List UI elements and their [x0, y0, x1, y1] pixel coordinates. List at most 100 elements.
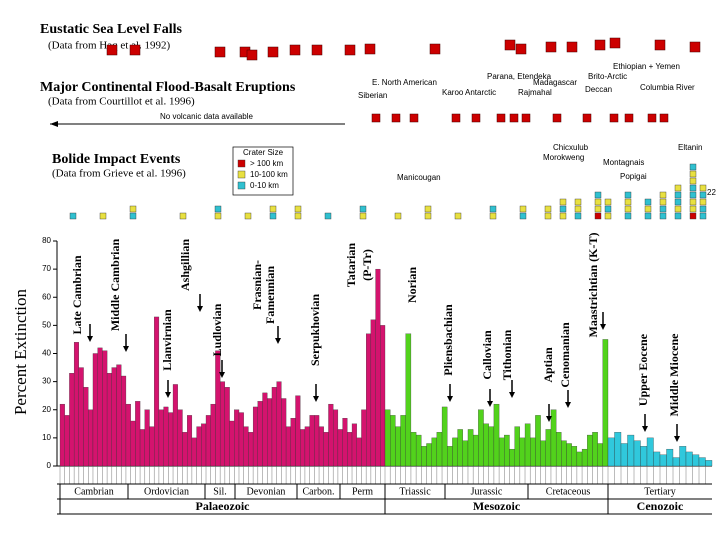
bar: [380, 325, 386, 467]
eruption-mark: [659, 113, 669, 123]
bar: [421, 446, 427, 467]
bar: [116, 364, 122, 467]
bar: [478, 409, 484, 467]
sea-level-fall: [106, 44, 118, 56]
period-label: Jurassic: [471, 486, 503, 497]
eruption-mark: [624, 113, 634, 123]
bar: [581, 448, 588, 467]
impact-mark: [644, 205, 652, 213]
impact-mark: [674, 205, 682, 213]
arrow-head: [565, 402, 571, 408]
impact-mark: [644, 198, 652, 206]
impact-mark: [424, 212, 432, 220]
bar: [473, 434, 479, 467]
impact-mark: [574, 212, 582, 220]
legend-swatch: [237, 170, 246, 179]
eruption-mark: [552, 113, 562, 123]
bar: [333, 409, 339, 467]
bar: [375, 268, 381, 467]
bar: [488, 426, 495, 467]
impact-mark: [699, 198, 707, 206]
bar: [587, 434, 593, 467]
sea-level-fall: [609, 37, 621, 49]
eruption-mark: [451, 113, 461, 123]
eruption-label: Columbia River: [640, 83, 695, 92]
impact-mark: [214, 212, 222, 220]
impact-mark: [689, 212, 697, 220]
bar: [262, 392, 268, 467]
eruption-label: Ethiopian + Yemen: [613, 62, 680, 71]
bar: [196, 426, 202, 467]
era-label: Palaeozoic: [196, 499, 251, 513]
impact-mark: [544, 212, 552, 220]
sea-level-fall: [364, 43, 376, 55]
bar: [88, 409, 94, 467]
bar: [545, 429, 552, 467]
bar: [318, 426, 324, 467]
bar: [524, 423, 531, 467]
impact-mark: [69, 212, 77, 220]
impact-mark: [659, 191, 667, 199]
stage-annotation: Famennian: [263, 266, 277, 324]
bar: [285, 426, 291, 467]
impact-mark: [624, 205, 632, 213]
eruption-mark: [582, 113, 592, 123]
section-title: Eustatic Sea Level Falls: [40, 22, 182, 37]
bar: [640, 446, 648, 467]
impact-mark: [674, 191, 682, 199]
bar: [168, 412, 174, 467]
bar: [238, 412, 244, 467]
bar: [102, 350, 108, 467]
bar: [602, 339, 609, 467]
eruption-mark: [647, 113, 657, 123]
eruption-mark: [391, 113, 401, 123]
bar: [646, 437, 654, 467]
sea-level-fall: [689, 41, 701, 53]
bar: [83, 387, 89, 467]
eruption-label: E. North American: [372, 78, 437, 87]
bar: [498, 437, 505, 467]
impact-mark: [179, 212, 187, 220]
impact-mark: [214, 205, 222, 213]
legend-label: > 100 km: [250, 159, 283, 168]
bar: [257, 401, 263, 467]
eruption-label: Madagascar: [533, 78, 577, 87]
bar: [384, 409, 391, 467]
legend-label: 0-10 km: [250, 181, 279, 190]
impact-mark: [674, 212, 682, 220]
bar: [229, 420, 235, 467]
impact-mark: [624, 198, 632, 206]
y-tick-label: 10: [42, 433, 51, 442]
impact-mark: [594, 191, 602, 199]
stage-annotation: Middle Miocene: [667, 333, 681, 417]
impact-mark: [244, 212, 252, 220]
section-source: (Data from Grieve et al. 1996): [52, 168, 186, 180]
section-source: (Data from Courtillot et al. 1996): [48, 96, 195, 108]
bar: [370, 319, 376, 467]
arrow-head: [50, 121, 58, 127]
eruption-mark: [509, 113, 519, 123]
bar: [576, 451, 583, 467]
y-tick-label: 60: [42, 292, 51, 301]
bar: [281, 398, 287, 467]
bar: [679, 446, 687, 467]
bar: [182, 432, 188, 467]
y-tick-label: 70: [42, 264, 51, 273]
stage-annotation: Late Cambrian: [70, 255, 84, 334]
impact-mark: [699, 205, 707, 213]
bar: [467, 429, 474, 467]
period-label: Triassic: [399, 486, 431, 497]
arrow-head: [313, 396, 319, 402]
y-tick-label: 0: [47, 461, 52, 470]
arrow-head: [275, 338, 281, 344]
stage-annotation: Frasnian-: [250, 260, 264, 310]
arrow-head: [197, 306, 203, 312]
bar: [234, 409, 240, 467]
bar: [191, 437, 197, 467]
impact-mark: [659, 212, 667, 220]
bar: [121, 375, 127, 467]
bar: [323, 432, 329, 467]
stage-annotation: Tithonian: [500, 329, 514, 380]
bar: [356, 437, 362, 467]
y-tick-label: 80: [42, 236, 51, 245]
